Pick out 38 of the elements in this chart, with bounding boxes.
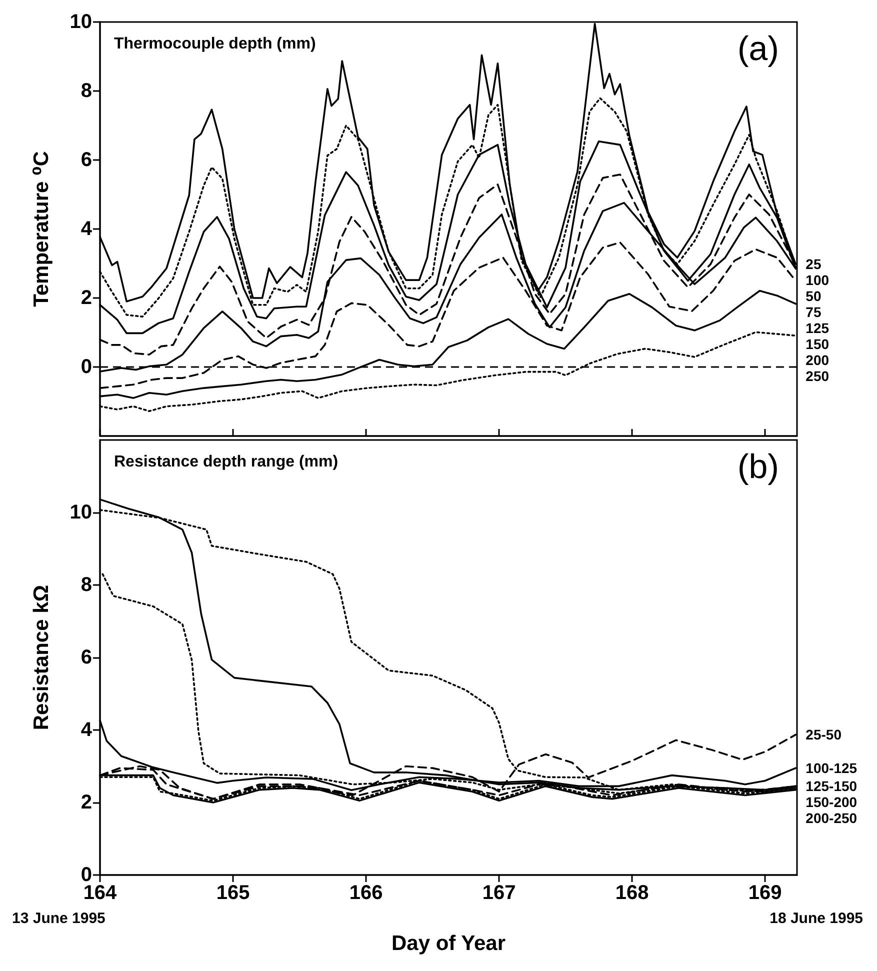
annotation: (a) (737, 30, 780, 68)
y-tick-label: 4 (80, 218, 93, 240)
y-tick-label: 10 (70, 11, 92, 33)
series-label: 200-250 (806, 810, 858, 826)
y-tick-label: 8 (80, 574, 92, 596)
text: 250 (806, 368, 830, 384)
series-label: 25 (806, 256, 822, 272)
y-tick-label: 10 (70, 502, 92, 524)
y-tick-label: 8 (80, 80, 92, 102)
series-label: 25-50 (806, 726, 842, 743)
x-tick-label: 166 (349, 882, 383, 904)
y-axis-title: Resistance kΩ (30, 584, 53, 730)
x-axis-title: Day of Year (391, 932, 506, 955)
series-label: 50 (806, 288, 822, 304)
text: 150 (806, 336, 830, 352)
y-axis-title: Temperature ⁰C (30, 151, 53, 307)
series-label: 100 (806, 272, 830, 288)
series-label: 150-200 (806, 794, 858, 810)
text: 13 June 1995 (12, 910, 106, 927)
annotation: Thermocouple depth (mm) (114, 36, 316, 52)
series-label: 125-150 (806, 778, 858, 794)
y-tick-label: 4 (80, 719, 93, 741)
y-tick-label: 2 (80, 792, 92, 814)
text: 200 (806, 352, 830, 368)
x-tick-label: 169 (748, 882, 782, 904)
y-tick-label: 6 (80, 149, 92, 171)
x-tick-label: 168 (615, 882, 649, 904)
y-tick-label: 2 (80, 287, 92, 309)
series-label: 100-125 (806, 760, 858, 776)
y-tick-label: 0 (80, 356, 92, 378)
annotation: (b) (737, 448, 780, 486)
y-tick-label: 6 (80, 646, 92, 668)
text: 18 June 1995 (770, 910, 864, 927)
text: 75 (806, 304, 822, 320)
text: 125 (806, 320, 830, 336)
annotation: Resistance depth range (mm) (114, 454, 338, 470)
x-tick-label: 167 (482, 882, 516, 904)
x-tick-label: 165 (216, 882, 250, 904)
